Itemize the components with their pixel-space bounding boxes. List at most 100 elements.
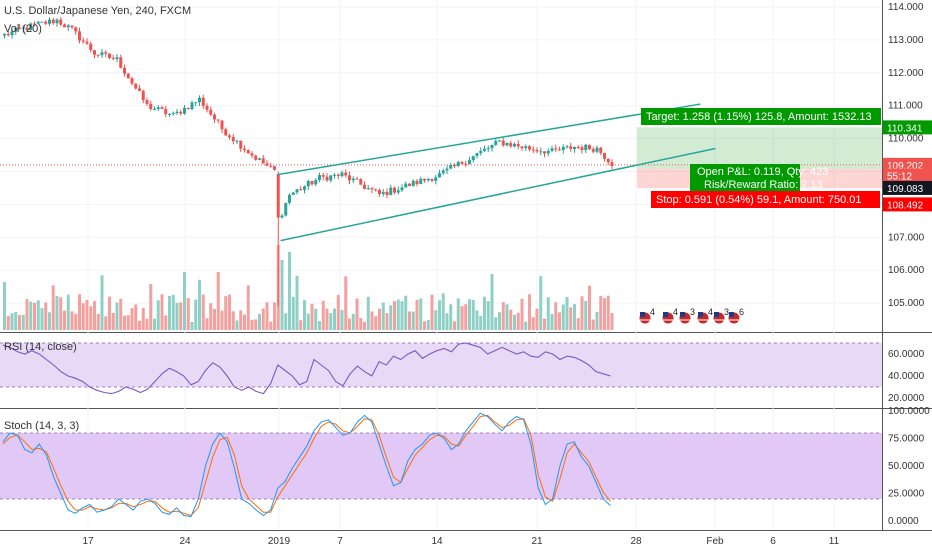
candle-body [119,57,123,68]
candle-body [445,168,449,171]
target-label-box[interactable] [641,108,881,125]
candle-body [201,97,205,106]
event-flag[interactable]: 4 [638,307,655,325]
volume-bar [89,306,93,330]
price-axis[interactable]: 60.0000 40.0000 20.0000 100.0000 75.0000 50.0… [883,2,932,527]
volume-bar [160,294,164,330]
candle-body [276,174,280,218]
candle-body [584,144,588,151]
volume-bar [520,298,524,330]
volume-bar [509,309,513,330]
candle-body [389,187,393,196]
time-axis[interactable]: 17 24 2019 7 14 21 28 Feb 6 11 [82,536,839,547]
candle-body [18,27,21,29]
candle-body [351,178,355,181]
volume-bar [576,318,580,330]
event-count: 4 [708,307,713,317]
candle-body [419,178,423,185]
volume-bar [228,294,231,330]
candle-body [314,179,318,185]
price-tag[interactable] [883,120,932,135]
volume-bar [550,313,554,330]
candle-body [576,146,580,148]
volume-bar [81,303,85,330]
volume-bar [610,313,614,330]
volume-bar [546,297,550,330]
candle-body [378,189,381,195]
stoch-tick-label: 50.0000 [888,461,925,472]
candle-body [291,192,295,195]
candle-body [340,172,344,177]
price-tag[interactable] [883,168,932,183]
candle-body [100,52,104,56]
price-tag[interactable] [883,157,932,172]
candle-body [216,119,220,121]
volume-bar [243,314,246,330]
event-flag[interactable]: 6 [727,307,744,325]
candle-body [10,31,14,36]
volume-bar [183,272,186,330]
candle-body [21,27,25,29]
channel-lower-line[interactable] [280,147,716,242]
event-flag[interactable]: 4 [696,307,713,325]
price-tag[interactable] [883,180,932,195]
price-tick-label: 111.000 [888,101,923,112]
stop-label: Stop: 0.591 (0.54%) 59.1, Amount: 750.01 [656,194,861,206]
event-flag[interactable]: 3 [678,307,695,325]
time-tick-label: 2019 [268,536,291,547]
volume-bar [111,312,115,330]
candle-body [333,174,336,176]
candle-body [374,189,378,191]
event-flag[interactable]: 4 [661,307,678,325]
candle-body [59,19,63,25]
time-tick-label: 7 [337,536,343,547]
candle-body [303,186,306,190]
volume-bar [123,315,126,330]
volume-bar [400,301,404,330]
candle-body [355,178,359,180]
candle-body [134,83,138,89]
candle-body [36,21,40,24]
channel-lines[interactable] [276,103,716,242]
stoch-title[interactable]: Stoch (14, 3, 3) [4,420,79,432]
candle-body [535,149,539,152]
channel-upper-line[interactable] [276,103,701,176]
event-flag[interactable]: 3 [712,307,729,325]
volume-bar [385,313,389,330]
price-tag[interactable] [883,197,932,212]
volume-bar [261,308,265,330]
candle-body [366,188,370,190]
candle-body [164,109,168,115]
volume-bar [486,301,490,330]
volume-bar [194,299,198,330]
candle-body [280,215,284,218]
volume-bar [453,321,456,330]
rsi-title[interactable]: RSI (14, close) [4,341,77,353]
symbol-title[interactable]: U.S. Dollar/Japanese Yen, 240, FXCM [4,5,191,17]
candle-body [404,183,408,188]
volume-label[interactable]: Vol (20) [4,23,42,35]
volume-bar [224,296,228,330]
candle-body [14,27,18,32]
candle-body [385,191,389,196]
candle-body [130,78,134,84]
volume-bar [179,302,183,330]
stop-label-box[interactable] [651,191,880,208]
candle-body [370,188,374,190]
volume-bar [310,303,314,330]
volume-bar [186,298,190,330]
candle-body [325,176,329,181]
candle-body [336,174,340,177]
price-tag-label: 110.341 [887,123,923,134]
volume-bar [321,300,325,330]
time-tick-label: Feb [706,536,724,547]
pnl-label-box[interactable] [690,164,800,194]
candle-body [78,31,81,41]
stoch-k-line [2,412,611,518]
volume-bar [524,321,528,330]
candle-body [550,148,554,151]
candle-body [520,146,524,149]
candle-body [471,156,475,161]
